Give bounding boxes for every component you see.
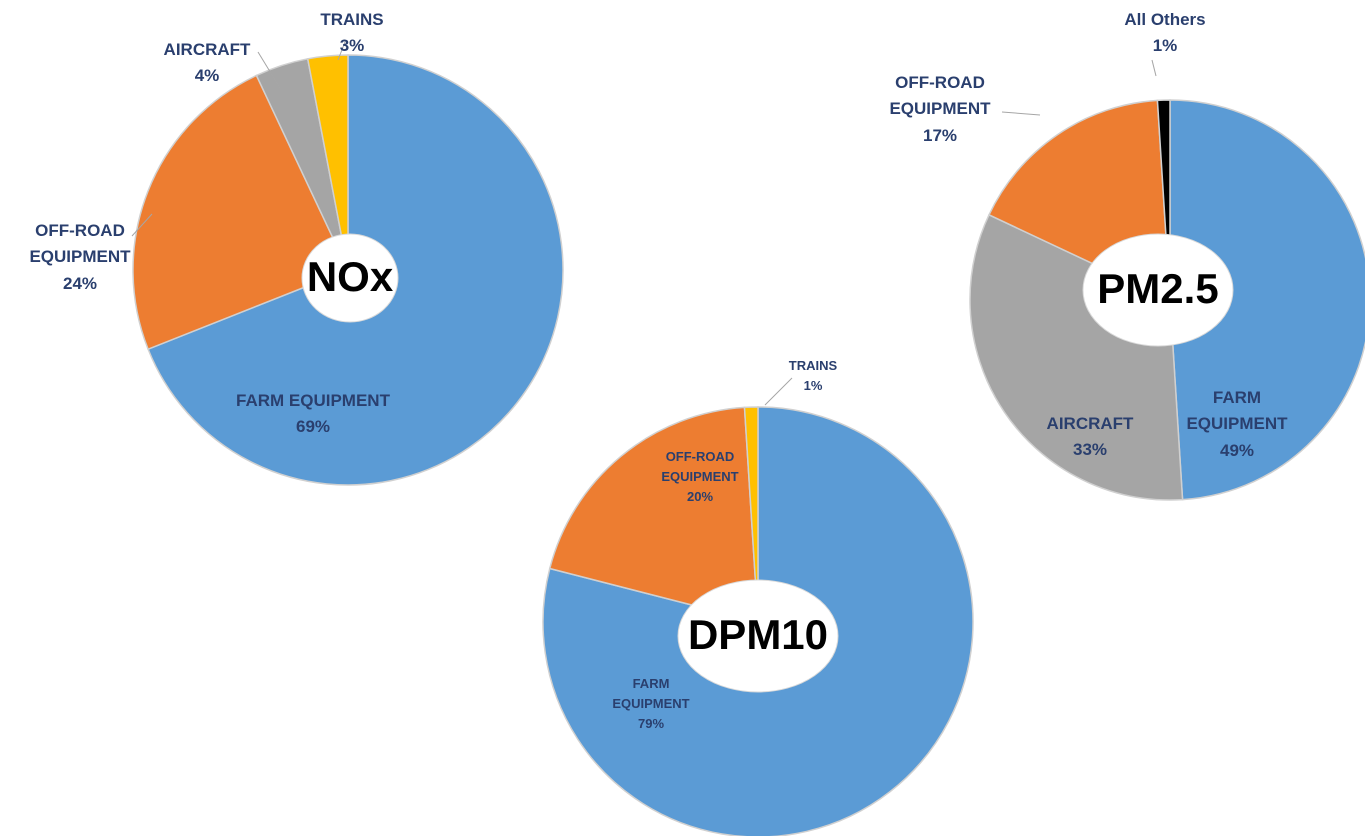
value-label: 20% [686,489,714,505]
leader-line [131,213,153,237]
category-label: OFF-ROAD EQUIPMENT [661,449,739,485]
category-label: TRAINS [320,10,384,29]
leader-line [257,51,281,89]
slice-label: FARM EQUIPMENT 69% [183,388,443,441]
pie-slice [306,54,349,271]
category-label: All Others [1124,10,1206,29]
value-label: 4% [194,66,220,86]
slice-label: FARM EQUIPMENT 79% [596,674,706,734]
slice-label: OFF-ROAD EQUIPMENT 24% [20,218,140,297]
pie-chart: PM2.5 [969,59,1365,501]
chart-title: DPM10 [688,611,828,658]
category-label: AIRCRAFT [163,40,251,59]
value-label: 24% [62,273,98,293]
pie-slice [132,74,350,351]
category-label: OFF-ROAD EQUIPMENT [889,73,991,119]
slice-label: OFF-ROAD EQUIPMENT 17% [875,70,1005,149]
slice-label: TRAINS 3% [302,7,402,60]
pie-slice [743,406,759,623]
category-label: FARM EQUIPMENT [236,391,390,410]
leader-line [764,377,793,406]
value-label: 17% [922,125,958,145]
chart-title: PM2.5 [1097,265,1218,312]
category-label: OFF-ROAD EQUIPMENT [29,221,131,267]
slice-label: FARM EQUIPMENT 49% [1172,385,1302,464]
title-badge [1082,233,1234,347]
value-label: 79% [637,716,665,732]
value-label: 49% [1219,440,1255,460]
value-label: 69% [295,417,331,437]
value-label: 3% [339,36,365,56]
leader-line [1001,111,1041,116]
slice-label: OFF-ROAD EQUIPMENT 20% [645,447,755,507]
title-badge [301,233,399,323]
pie-chart: NOx [131,41,564,486]
category-label: TRAINS [788,358,838,373]
value-label: 1% [803,378,823,394]
category-label: AIRCRAFT [1046,414,1134,433]
value-label: 33% [1072,440,1108,460]
leader-line [337,41,346,61]
value-label: 1% [1152,36,1178,56]
chart-title: NOx [307,253,394,300]
slice-label: AIRCRAFT 33% [1030,411,1150,464]
slice-label: TRAINS 1% [773,356,853,396]
slice-label: All Others 1% [1100,7,1230,60]
category-label: FARM EQUIPMENT [1186,388,1288,434]
slice-label: AIRCRAFT 4% [147,37,267,90]
leader-line [1151,59,1157,77]
pie-slice [548,406,759,623]
pie-chart: DPM10 [542,377,974,836]
pie-slice [1169,99,1365,501]
category-label: FARM EQUIPMENT [612,676,690,712]
title-badge [677,579,839,693]
